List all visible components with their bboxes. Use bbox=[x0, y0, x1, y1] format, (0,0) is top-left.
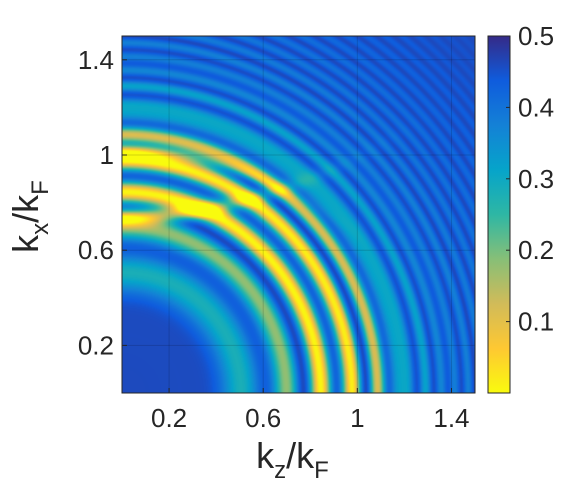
plot-frame bbox=[121, 35, 476, 394]
colorbar-gradient bbox=[487, 35, 511, 394]
colorbar-tick-label-3: 0.4 bbox=[518, 92, 554, 122]
colorbar-tick-label-4: 0.5 bbox=[518, 21, 554, 51]
colorbar-tick-label-0: 0.1 bbox=[518, 307, 554, 337]
y-axis-label-sub2: F bbox=[27, 180, 54, 195]
colorbar-ticks: 0.1 0.2 0.3 0.4 0.5 bbox=[506, 21, 554, 337]
x-axis-label: kz/kF bbox=[256, 435, 329, 484]
colorbar-tick-label-2: 0.3 bbox=[518, 164, 554, 194]
x-tick-label-0: 0.2 bbox=[151, 403, 187, 433]
x-tick-label-3: 1.4 bbox=[433, 403, 469, 433]
y-axis-label: kx/kF bbox=[5, 180, 54, 253]
y-axis-label-slash: /k bbox=[5, 194, 46, 223]
y-tick-label-1: 0.6 bbox=[78, 235, 114, 265]
x-axis-label-main: k bbox=[256, 435, 275, 476]
x-axis-label-slash: /k bbox=[286, 435, 315, 476]
grid-lines bbox=[122, 36, 475, 393]
heatmap-image bbox=[122, 36, 475, 393]
plot-area bbox=[122, 36, 475, 393]
x-tick-label-1: 0.6 bbox=[245, 403, 281, 433]
x-axis-ticks: 0.2 0.6 1 1.4 bbox=[151, 388, 470, 433]
y-axis-label-main: k bbox=[5, 234, 46, 253]
colorbar: 0.1 0.2 0.3 0.4 0.5 bbox=[487, 21, 554, 394]
y-axis-label-sub1: x bbox=[27, 223, 54, 235]
y-tick-label-3: 1.4 bbox=[78, 45, 114, 75]
y-axis-ticks: 0.2 0.6 1 1.4 bbox=[78, 45, 127, 360]
x-axis-label-sub2: F bbox=[314, 457, 329, 484]
x-axis-label-sub1: z bbox=[274, 457, 286, 484]
x-tick-label-2: 1 bbox=[350, 403, 364, 433]
y-tick-label-0: 0.2 bbox=[78, 330, 114, 360]
colorbar-tick-label-1: 0.2 bbox=[518, 235, 554, 265]
y-tick-label-2: 1 bbox=[100, 140, 114, 170]
